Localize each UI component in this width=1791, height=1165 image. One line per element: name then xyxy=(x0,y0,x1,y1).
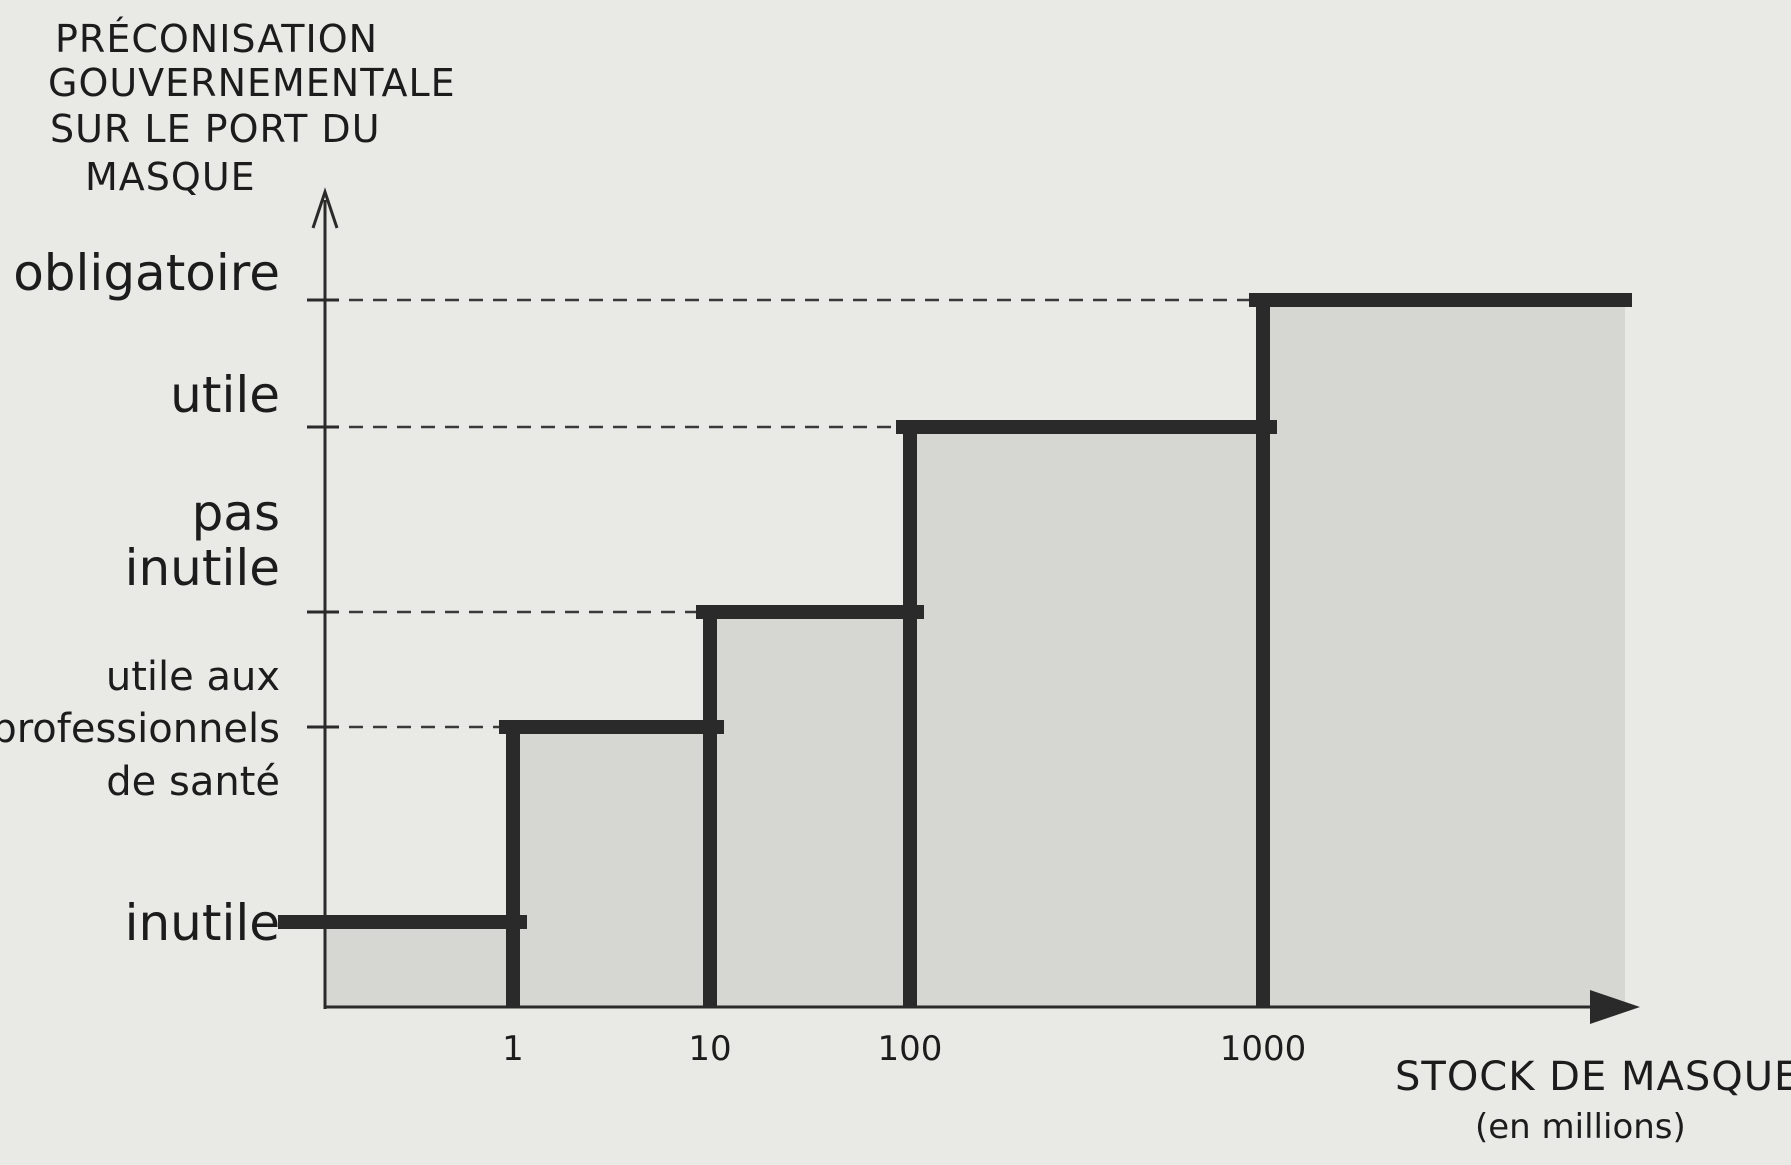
y-axis-title-line-0: PRÉCONISATION xyxy=(55,17,378,61)
step-bar-0 xyxy=(325,922,513,1007)
y-tick-label-2-1: inutile xyxy=(125,539,280,597)
x-tick-label-100: 100 xyxy=(878,1029,943,1069)
y-tick-label-1-2: de santé xyxy=(106,759,280,805)
step-bar-4 xyxy=(1263,300,1625,1007)
step-bar-1 xyxy=(513,727,710,1007)
y-tick-label-3-0: utile xyxy=(170,366,280,424)
x-tick-label-1: 1 xyxy=(502,1029,524,1069)
y-axis-title-line-1: GOUVERNEMENTALE xyxy=(48,61,456,105)
x-tick-label-10: 10 xyxy=(688,1029,731,1069)
x-axis-title: STOCK DE MASQUES xyxy=(1395,1054,1791,1100)
x-tick-label-1000: 1000 xyxy=(1220,1029,1307,1069)
y-axis-title-line-3: MASQUE xyxy=(85,155,256,199)
x-axis-arrow xyxy=(1590,990,1640,1024)
y-tick-label-0-0: inutile xyxy=(125,894,280,952)
y-tick-label-2-0: pas xyxy=(192,484,280,542)
y-axis-title-line-2: SUR LE PORT DU xyxy=(50,107,381,151)
step-bar-3 xyxy=(910,427,1263,1007)
step-line-layer xyxy=(278,293,1632,1007)
y-tick-label-4-0: obligatoire xyxy=(13,244,280,302)
step-fill-layer xyxy=(325,300,1625,1007)
dashed-guide-layer xyxy=(325,298,1263,729)
y-axis-arrow xyxy=(311,187,339,229)
step-bar-2 xyxy=(710,612,910,1007)
y-tick-label-1-1: professionnels xyxy=(0,706,280,752)
y-tick-label-1-0: utile aux xyxy=(106,654,280,700)
x-axis-unit: (en millions) xyxy=(1475,1107,1686,1147)
